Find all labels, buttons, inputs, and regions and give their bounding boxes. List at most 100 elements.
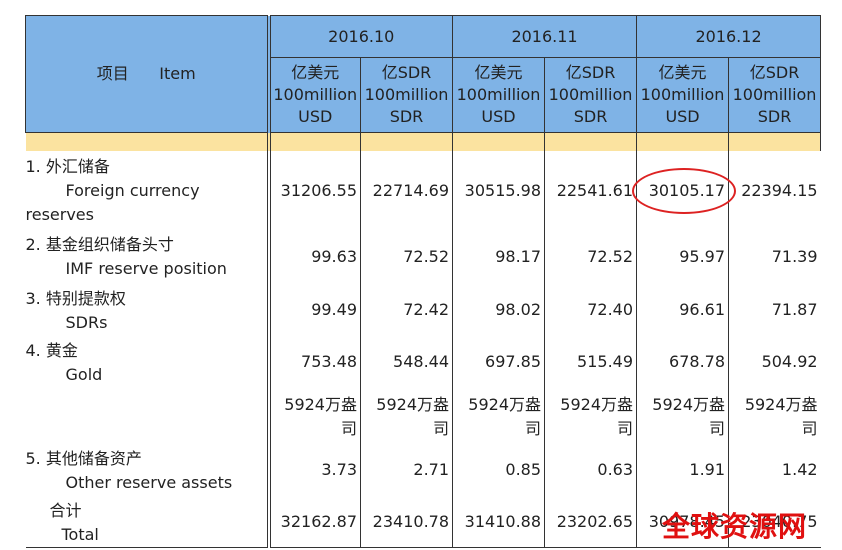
watermark: 全球资源网 (662, 510, 808, 543)
unit-line: 100million (548, 85, 633, 104)
period: 2016.11 (452, 15, 638, 58)
value-cell: 72.52 (544, 229, 637, 283)
unit-line: 100million (273, 85, 358, 104)
label-line: 4. 黄金 (25, 341, 78, 360)
unit-line: 100million (732, 85, 817, 104)
value-cell: 5924万盎司 (452, 387, 545, 443)
label-line: SDRs (65, 313, 108, 332)
unit-line: 100million (456, 85, 541, 104)
value-cell: 72.52 (359, 229, 453, 283)
value-cell: 5924万盎司 (728, 387, 821, 443)
unit-line: 亿美元 (474, 63, 523, 82)
unit-header: 亿美元 100million USD (268, 57, 361, 133)
label-line: Foreign currency reserves (25, 181, 200, 224)
item-header: 项目 Item (25, 15, 271, 133)
period: 2016.10 (267, 15, 454, 58)
unit-row: 亿美元 100million USD 亿SDR 100million SDR 亿美元 100m… (26, 57, 822, 133)
value-cell: 72.42 (359, 283, 453, 335)
label-line: Other reserve assets (65, 473, 233, 492)
row-label: 3. 特别提款权 SDRs (25, 283, 271, 335)
unit-line: 亿SDR (381, 63, 432, 82)
value-cell: 22714.69 (359, 151, 453, 229)
unit-header: 亿SDR 100million SDR (359, 57, 454, 133)
table-row: 3. 特别提款权 SDRs 99.49 72.42 98.02 72.40 96.61 71.… (25, 283, 821, 335)
unit-line: 亿美元 (291, 63, 340, 82)
label-line: Total (61, 525, 99, 544)
label-line: Gold (65, 365, 103, 384)
label-line: 1. 外汇储备 (25, 157, 110, 176)
table-row: 2. 基金组织储备头寸 IMF reserve position 99.63 72.5… (25, 229, 821, 283)
value-cell: 22541.61 (544, 151, 637, 229)
unit-line: 亿SDR (749, 63, 800, 82)
label-line: 合计 (49, 501, 82, 520)
value-cell: 23040.75 (728, 495, 821, 548)
unit-line: USD (298, 107, 333, 126)
label-line: 3. 特别提款权 (25, 289, 126, 308)
value-cell: 71.39 (728, 229, 821, 283)
value-cell: 5924万盎司 (359, 387, 453, 443)
value-cell: 98.02 (452, 283, 545, 335)
table-body: 1. 外汇储备 Foreign currency reserves 31206.55… (25, 132, 822, 548)
value-cell: 31206.55 (268, 151, 361, 229)
value-cell: 31410.88 (452, 495, 545, 548)
value-cell: 99.63 (268, 229, 361, 283)
table-row: 5924万盎司 5924万盎司 5924万盎司 5924万盎司 5924万盎司 5924万… (25, 387, 821, 443)
value-cell: 30515.98 (452, 151, 545, 229)
value-cell: 0.63 (544, 443, 637, 495)
label-line: 5. 其他储备资产 (25, 449, 142, 468)
value-cell: 23202.65 (544, 495, 637, 548)
value-cell: 5924万盎司 (636, 387, 729, 443)
value-cell: 32162.87 (268, 495, 361, 548)
unit-line: SDR (389, 107, 424, 126)
row-label: 合计 Total (25, 495, 271, 548)
period: 2016.12 (636, 15, 822, 58)
header-row: 项目 Item 2016.10 2016.11 2016.12 (25, 15, 822, 133)
value-cell: 2.71 (359, 443, 453, 495)
value-cell: 504.92 (728, 335, 821, 387)
table-row: 合计 Total 32162.87 23410.78 31410.88 23202.65 3… (25, 495, 821, 548)
value-cell: 697.85 (452, 335, 545, 387)
item-en: Item (159, 64, 196, 83)
strip (25, 132, 822, 151)
value-cell: 1.42 (728, 443, 821, 495)
value-cell: 23410.78 (359, 495, 453, 548)
value-cell: 96.61 (636, 283, 729, 335)
value-cell: 5924万盎司 (268, 387, 361, 443)
unit-line: 100million (640, 85, 725, 104)
unit-line: 100million (364, 85, 449, 104)
unit-header: 亿美元 100million USD (636, 57, 730, 133)
value-cell: 548.44 (359, 335, 453, 387)
row-label: 5. 其他储备资产 Other reserve assets (25, 443, 271, 495)
row-label: 2. 基金组织储备头寸 IMF reserve position (25, 229, 271, 283)
unit-line: USD (481, 107, 516, 126)
value-cell: 3.73 (268, 443, 361, 495)
table-row: 4. 黄金 Gold 753.48 548.44 697.85 515.49 678.78 5… (25, 335, 821, 387)
label-line: 2. 基金组织储备头寸 (25, 235, 174, 254)
value-cell: 5924万盎司 (544, 387, 637, 443)
reserve-table: 项目 Item 2016.10 2016.11 2016.12 亿美元 100mi… (25, 15, 822, 548)
row-label: 1. 外汇储备 Foreign currency reserves (25, 151, 271, 229)
label-line: IMF reserve position (65, 259, 227, 278)
highlight-circle (632, 168, 736, 214)
value-cell: 678.78 (636, 335, 729, 387)
value-cell: 98.17 (452, 229, 545, 283)
unit-line: SDR (573, 107, 608, 126)
unit-header: 亿SDR 100million SDR (728, 57, 822, 133)
unit-header: 亿美元 100million USD (452, 57, 546, 133)
table-row: 5. 其他储备资产 Other reserve assets 3.73 2.71 0.8… (25, 443, 821, 495)
value-cell: 22394.15 (728, 151, 821, 229)
value-cell: 0.85 (452, 443, 545, 495)
value-cell: 99.49 (268, 283, 361, 335)
value-cell: 72.40 (544, 283, 637, 335)
row-label: 4. 黄金 Gold (25, 335, 271, 387)
unit-line: 亿美元 (658, 63, 707, 82)
value-cell: 515.49 (544, 335, 637, 387)
value-cell: 71.87 (728, 283, 821, 335)
row-label (25, 387, 271, 443)
value-cell: 30978.45 (636, 495, 729, 548)
value-cell: 753.48 (268, 335, 361, 387)
unit-line: SDR (757, 107, 792, 126)
value-cell: 1.91 (636, 443, 729, 495)
unit-line: 亿SDR (565, 63, 616, 82)
